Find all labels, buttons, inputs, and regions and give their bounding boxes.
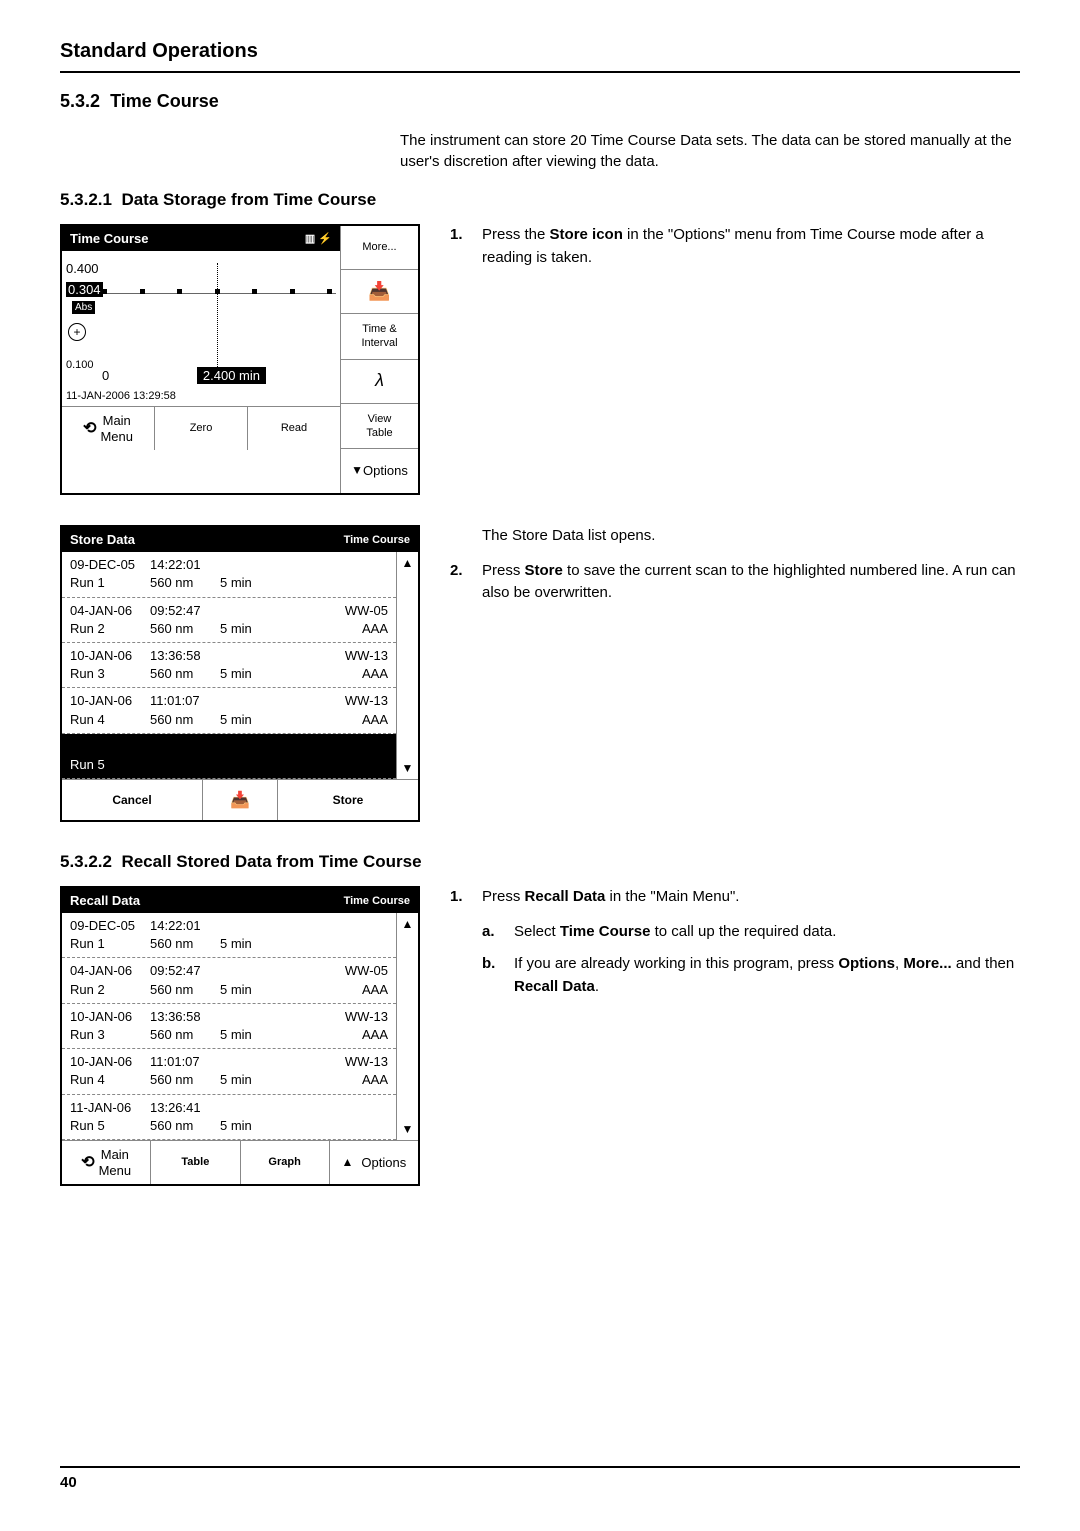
tc-y-top2: 0.304 <box>66 282 103 297</box>
tc-timestamp: 11-JAN-2006 13:29:58 <box>66 390 176 402</box>
undo-icon: ⟲ <box>83 419 96 438</box>
list-item[interactable]: 09-DEC-05Run 114:22:01560 nm5 min <box>62 552 396 597</box>
folder-icon: 📥 <box>230 790 250 810</box>
store-data-screenshot: Store Data Time Course 09-DEC-05Run 114:… <box>60 525 420 822</box>
scrollbar[interactable]: ▲ ▼ <box>396 913 418 1140</box>
store-title: Store Data <box>70 532 135 547</box>
read-button[interactable]: Read <box>248 407 340 450</box>
time-course-screenshot: Time Course ▥ ⚡ 0.400 0.304 Abs + 0.100 <box>60 224 420 495</box>
folder-icon: 📥 <box>368 280 390 303</box>
undo-icon: ⟲ <box>81 1153 94 1172</box>
time-interval-button[interactable]: Time & Interval <box>341 314 418 360</box>
subsection-1-number: 5.3.2.1 <box>60 190 112 209</box>
tc-y-top1: 0.400 <box>66 261 103 276</box>
battery-icon: ▥ ⚡ <box>305 232 332 245</box>
zero-button[interactable]: Zero <box>155 407 248 450</box>
instruction-3: 1. Press Recall Data in the "Main Menu".… <box>450 886 1020 1008</box>
scroll-down-icon[interactable]: ▼ <box>402 1122 414 1136</box>
chevron-up-icon: ▲ <box>342 1155 354 1169</box>
view-table-button[interactable]: View Table <box>341 404 418 450</box>
options-button[interactable]: ▼Options <box>341 449 418 493</box>
list-item-selected[interactable]: Run 5 <box>62 734 396 779</box>
chevron-down-icon: ▼ <box>351 463 363 479</box>
store-header-right: Time Course <box>344 534 410 546</box>
store-icon-button[interactable]: 📥 <box>341 270 418 314</box>
more-button[interactable]: More... <box>341 226 418 270</box>
inst3b-label: b. <box>482 953 500 998</box>
tc-y-bottom: 0.100 <box>66 359 94 371</box>
subsection-2-title: 5.3.2.2 Recall Stored Data from Time Cou… <box>60 852 1020 872</box>
table-button[interactable]: Table <box>151 1141 240 1184</box>
section-name: Time Course <box>110 91 219 111</box>
page-number: 40 <box>60 1466 1020 1491</box>
subsection-2-number: 5.3.2.2 <box>60 852 112 871</box>
section-number: 5.3.2 <box>60 91 100 111</box>
store-button[interactable]: Store <box>278 780 418 820</box>
graph-button[interactable]: Graph <box>241 1141 330 1184</box>
options-button[interactable]: ▲Options <box>330 1141 418 1184</box>
page-header: Standard Operations <box>60 40 1020 73</box>
zoom-icon[interactable]: + <box>68 323 86 341</box>
scrollbar[interactable]: ▲ ▼ <box>396 552 418 779</box>
tc-abs-label: Abs <box>72 301 95 314</box>
subsection-1-title: 5.3.2.1 Data Storage from Time Course <box>60 190 1020 210</box>
tc-xmax: 2.400 min <box>197 367 266 384</box>
tc-x0: 0 <box>102 368 109 383</box>
scroll-up-icon[interactable]: ▲ <box>402 917 414 931</box>
list-item[interactable]: 11-JAN-06Run 513:26:41560 nm5 min <box>62 1095 396 1140</box>
list-item[interactable]: 04-JAN-06Run 209:52:47560 nm5 minWW-05AA… <box>62 958 396 1003</box>
folder-button[interactable]: 📥 <box>203 780 278 820</box>
inst3-number: 1. <box>450 886 468 909</box>
list-item[interactable]: 09-DEC-05Run 114:22:01560 nm5 min <box>62 913 396 958</box>
tc-title: Time Course <box>70 231 149 246</box>
recall-header-right: Time Course <box>344 895 410 907</box>
cancel-button[interactable]: Cancel <box>62 780 203 820</box>
recall-data-screenshot: Recall Data Time Course 09-DEC-05Run 114… <box>60 886 420 1186</box>
list-item[interactable]: 10-JAN-06Run 411:01:07560 nm5 minWW-13AA… <box>62 688 396 733</box>
instruction-1: 1. Press the Store icon in the "Options"… <box>450 224 1020 281</box>
subsection-2-name: Recall Stored Data from Time Course <box>121 852 421 871</box>
instruction-2: The Store Data list opens. 2. Press Stor… <box>450 525 1020 617</box>
list-item[interactable]: 10-JAN-06Run 411:01:07560 nm5 minWW-13AA… <box>62 1049 396 1094</box>
scroll-down-icon[interactable]: ▼ <box>402 761 414 775</box>
section-title: 5.3.2 Time Course <box>60 91 1020 112</box>
list-item[interactable]: 10-JAN-06Run 313:36:58560 nm5 minWW-13AA… <box>62 1004 396 1049</box>
recall-list: 09-DEC-05Run 114:22:01560 nm5 min04-JAN-… <box>62 913 396 1140</box>
list-item[interactable]: 10-JAN-06Run 313:36:58560 nm5 minWW-13AA… <box>62 643 396 688</box>
tc-chart: 0.400 0.304 Abs + 0.100 0 2.400 min <box>62 251 340 406</box>
scroll-up-icon[interactable]: ▲ <box>402 556 414 570</box>
store-list: 09-DEC-05Run 114:22:01560 nm5 min04-JAN-… <box>62 552 396 779</box>
subsection-1-name: Data Storage from Time Course <box>121 190 376 209</box>
inst2b-number: 2. <box>450 560 468 605</box>
recall-title: Recall Data <box>70 893 140 908</box>
inst1-number: 1. <box>450 224 468 269</box>
intro-text: The instrument can store 20 Time Course … <box>400 130 1020 172</box>
inst2a-text: The Store Data list opens. <box>482 525 655 548</box>
main-menu-button[interactable]: ⟲Main Menu <box>62 1141 151 1184</box>
inst3a-label: a. <box>482 921 500 944</box>
list-item[interactable]: 04-JAN-06Run 209:52:47560 nm5 minWW-05AA… <box>62 598 396 643</box>
main-menu-button[interactable]: ⟲Main Menu <box>62 407 155 450</box>
lambda-button[interactable]: λ <box>341 360 418 404</box>
